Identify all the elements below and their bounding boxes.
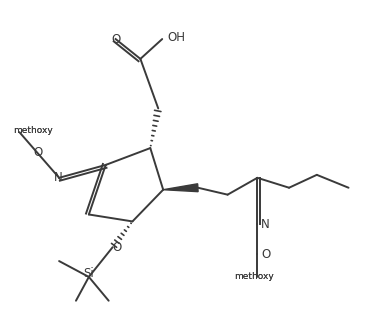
Text: Si: Si [84, 268, 94, 280]
Text: methoxy: methoxy [14, 126, 53, 135]
Text: N: N [54, 171, 63, 184]
Text: methoxy: methoxy [14, 126, 53, 135]
Text: O: O [261, 248, 270, 261]
Polygon shape [163, 184, 198, 192]
Text: N: N [261, 218, 270, 231]
Text: O: O [112, 241, 121, 254]
Text: methoxy: methoxy [234, 273, 274, 281]
Text: methoxy: methoxy [234, 273, 274, 281]
Text: O: O [34, 146, 43, 159]
Text: O: O [111, 33, 120, 46]
Text: OH: OH [167, 30, 185, 44]
